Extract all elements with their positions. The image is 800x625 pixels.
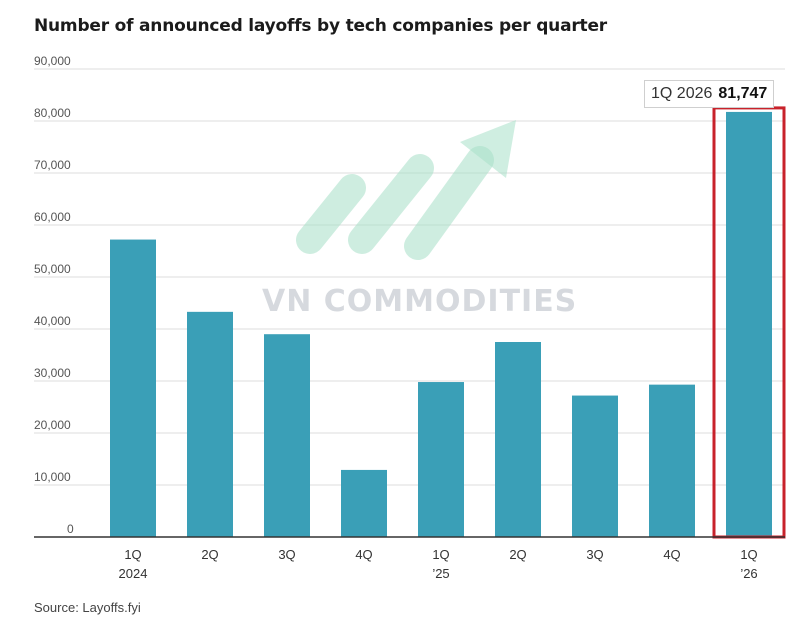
gridlines [34, 68, 785, 486]
y-tick-label: 70,000 [34, 158, 71, 172]
x-tick-label-year: ’26 [740, 566, 757, 581]
x-tick-label: 1Q [432, 547, 449, 562]
x-tick-label: 2Q [201, 547, 218, 562]
x-tick-label-year: 2024 [119, 566, 148, 581]
y-tick-label: 20,000 [34, 418, 71, 432]
bar [726, 111, 772, 538]
y-tick-label: 80,000 [34, 106, 71, 120]
x-tick-label-year: ’25 [432, 566, 449, 581]
highlight-callout: 1Q 2026 81,747 [644, 80, 775, 108]
x-tick-label: 4Q [355, 547, 372, 562]
y-tick-label: 30,000 [34, 366, 71, 380]
bar [418, 382, 464, 537]
bar [264, 334, 310, 537]
x-tick-label: 3Q [586, 547, 603, 562]
y-tick-label: 0 [67, 522, 74, 536]
y-tick-label: 50,000 [34, 262, 71, 276]
callout-label: 1Q 2026 [651, 85, 713, 102]
bar [187, 311, 233, 537]
bar [110, 239, 156, 537]
y-axis-labels: 0 10,000 20,000 30,000 40,000 50,000 60,000 70,… [34, 54, 74, 536]
bar [572, 395, 618, 537]
rising-arrow-logo-icon [296, 120, 516, 260]
chart-title: Number of announced layoffs by tech comp… [34, 16, 607, 36]
callout-value: 81,747 [718, 85, 768, 102]
bar [495, 342, 541, 537]
x-axis-labels: 1Q 2024 2Q 3Q 4Q 1Q ’25 2Q 3Q 4Q 1Q ’26 [119, 547, 758, 581]
y-tick-label: 60,000 [34, 210, 71, 224]
y-tick-label: 40,000 [34, 314, 71, 328]
bar [649, 384, 695, 537]
source-note: Source: Layoffs.fyi [34, 600, 141, 615]
x-tick-label: 4Q [663, 547, 680, 562]
x-tick-label: 1Q [740, 547, 757, 562]
x-tick-label: 3Q [278, 547, 295, 562]
x-tick-label: 2Q [509, 547, 526, 562]
watermark-text: VN COMMODITIES [262, 284, 578, 319]
bar [341, 469, 387, 537]
x-tick-label: 1Q [124, 547, 141, 562]
bars [110, 106, 786, 539]
y-tick-label: 90,000 [34, 54, 71, 68]
y-tick-label: 10,000 [34, 470, 71, 484]
